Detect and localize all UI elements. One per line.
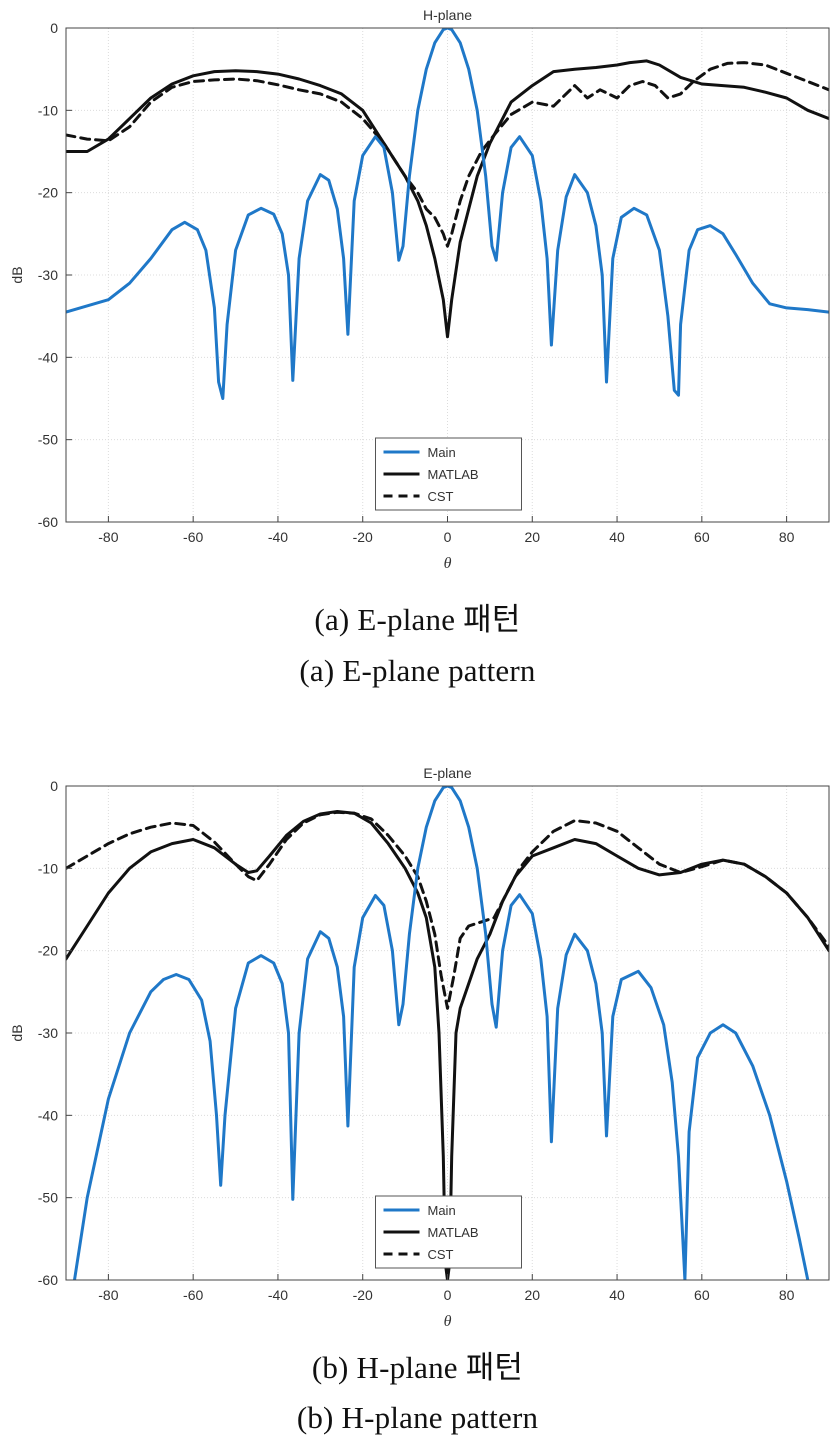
series-line-main <box>66 28 829 400</box>
y-tick-label: -60 <box>38 1272 58 1288</box>
series-group <box>66 28 829 400</box>
chart-a: -80 -60 -40 -20 0 20 40 60 80 0 -10 -20 -30 -40 -50 -60… <box>9 7 830 572</box>
x-tick-label: 40 <box>609 529 625 545</box>
series-line-cst <box>66 810 829 1010</box>
y-tick-label: 0 <box>50 778 58 794</box>
y-tick-label: -30 <box>38 267 58 283</box>
y-tick-label: -40 <box>38 1107 58 1123</box>
legend-label-cst: CST <box>428 489 454 504</box>
x-tick-label: -60 <box>183 529 203 545</box>
y-axis-label: dB <box>9 266 25 283</box>
y-tick-label: -50 <box>38 1190 58 1206</box>
legend-label-matlab: MATLAB <box>428 1225 479 1240</box>
x-tick-label: 80 <box>779 1287 795 1303</box>
legend: Main MATLAB CST <box>375 1195 522 1269</box>
legend: Main MATLAB CST <box>375 437 522 511</box>
x-tick-label: -20 <box>353 1287 373 1303</box>
x-axis-label: θ <box>444 1313 452 1330</box>
series-line-matlab <box>66 59 829 339</box>
x-axis-label: θ <box>444 555 452 572</box>
chart-b: -80 -60 -40 -20 0 20 40 60 80 0 -10 -20 -30 -40 -50 -60… <box>9 765 830 1330</box>
x-tick-label: -20 <box>353 529 373 545</box>
x-tick-label: 60 <box>694 1287 710 1303</box>
y-tick-label: -20 <box>38 943 58 959</box>
x-tick-label: 0 <box>444 529 452 545</box>
y-tick-label: -10 <box>38 102 58 118</box>
y-tick-label: -10 <box>38 860 58 876</box>
x-tick-label: 0 <box>444 1287 452 1303</box>
legend-label-cst: CST <box>428 1247 454 1262</box>
series-line-cst <box>66 61 829 248</box>
x-tick-label: -60 <box>183 1287 203 1303</box>
caption-b-english: (b) H-plane pattern <box>296 1400 539 1435</box>
x-tick-label: -80 <box>98 529 118 545</box>
x-tick-label: 20 <box>524 1287 540 1303</box>
chart-title: E-plane <box>423 765 471 781</box>
x-tick-label: 60 <box>694 529 710 545</box>
legend-label-main: Main <box>428 445 456 460</box>
x-tick-label: -40 <box>268 529 288 545</box>
x-tick-label: -40 <box>268 1287 288 1303</box>
caption-a-korean: (a) E-plane 패턴 <box>314 602 521 637</box>
x-tick-label: -80 <box>98 1287 118 1303</box>
y-tick-label: -30 <box>38 1025 58 1041</box>
y-tick-label: -60 <box>38 514 58 530</box>
caption-a-english: (a) E-plane pattern <box>299 653 536 688</box>
figure-b: -80 -60 -40 -20 0 20 40 60 80 0 -10 -20 -30 -40 -50 -60… <box>0 758 835 1433</box>
series-line-main <box>73 786 810 1280</box>
y-tick-label: -40 <box>38 349 58 365</box>
y-tick-label: 0 <box>50 20 58 36</box>
legend-label-main: Main <box>428 1203 456 1218</box>
figure-a: -80 -60 -40 -20 0 20 40 60 80 0 -10 -20 -30 -40 -50 -60… <box>0 0 835 686</box>
x-tick-label: 80 <box>779 529 795 545</box>
x-tick-label: 20 <box>524 529 540 545</box>
x-tick-label: 40 <box>609 1287 625 1303</box>
y-tick-label: -20 <box>38 185 58 201</box>
chart-title: H-plane <box>423 7 472 23</box>
legend-label-matlab: MATLAB <box>428 467 479 482</box>
caption-b-korean: (b) H-plane 패턴 <box>311 1350 524 1385</box>
y-tick-label: -50 <box>38 432 58 448</box>
y-axis-label: dB <box>9 1024 25 1041</box>
